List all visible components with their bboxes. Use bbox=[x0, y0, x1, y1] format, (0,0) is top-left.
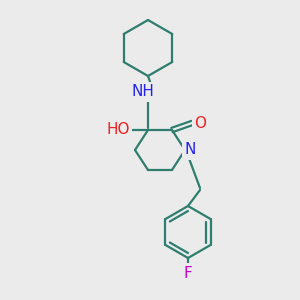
Text: HO: HO bbox=[106, 122, 130, 137]
Text: O: O bbox=[194, 116, 206, 130]
Text: F: F bbox=[184, 266, 192, 280]
Text: NH: NH bbox=[132, 85, 154, 100]
Text: N: N bbox=[184, 142, 196, 158]
